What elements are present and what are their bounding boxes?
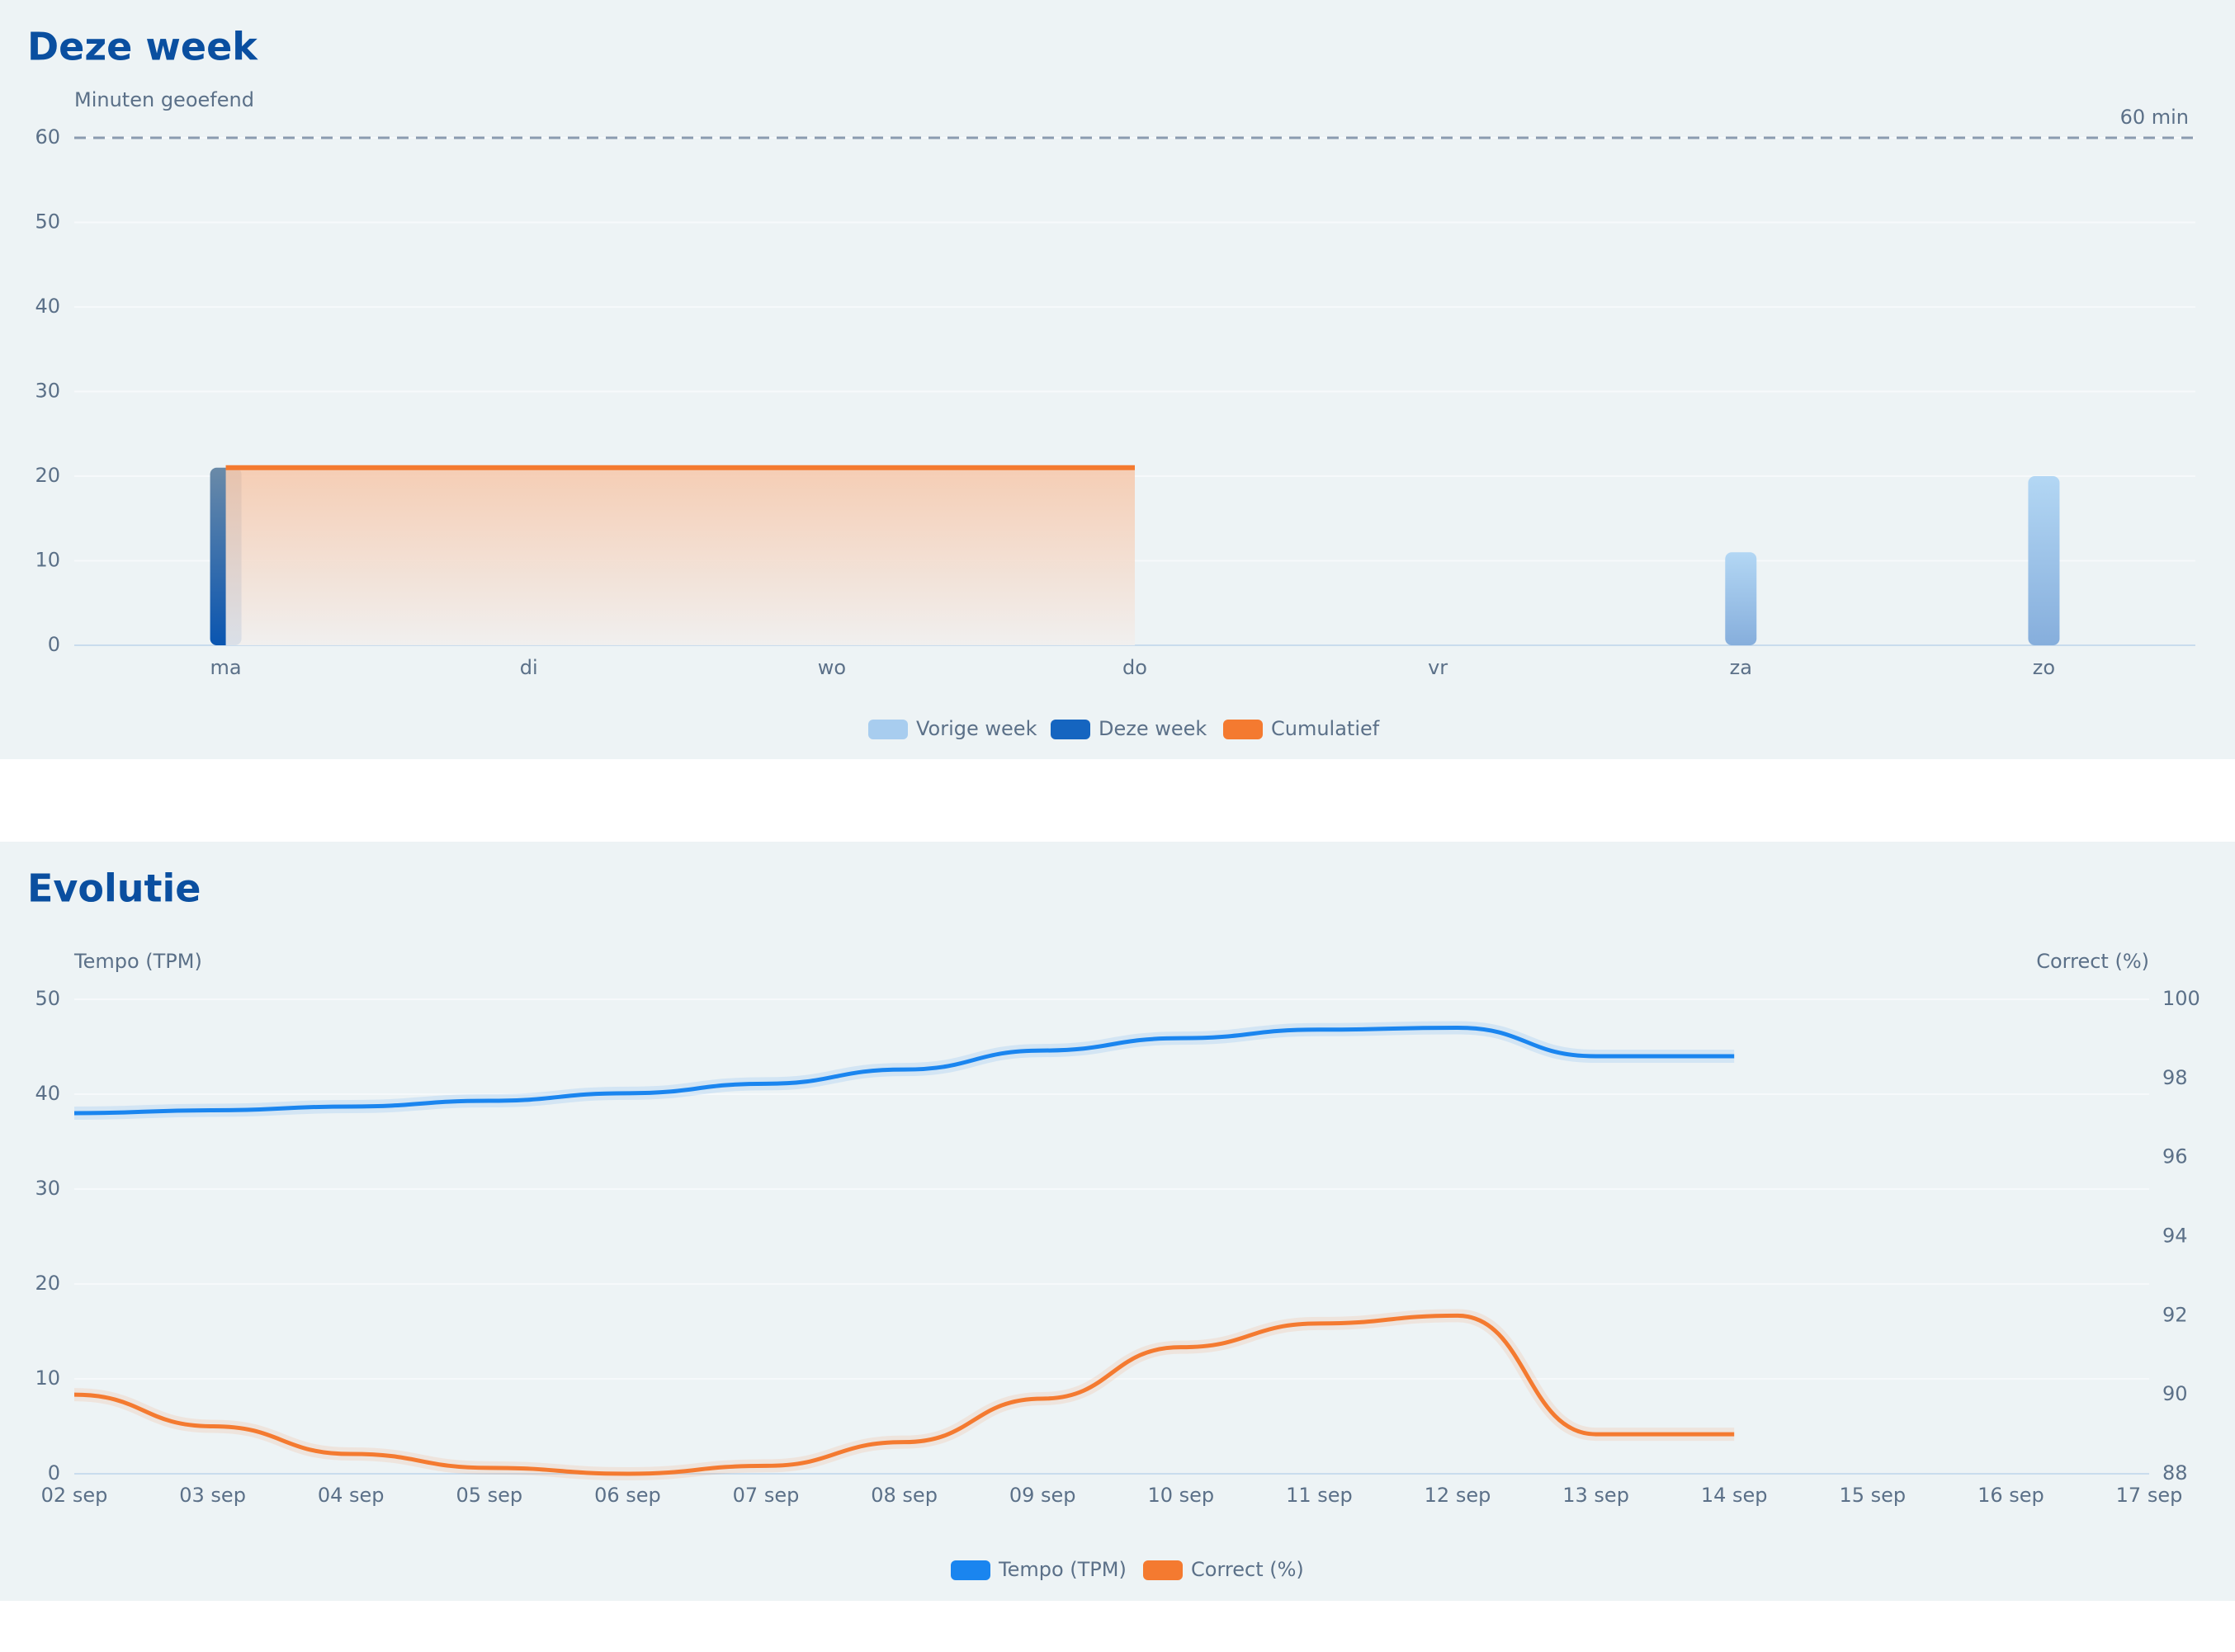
y-tick-label: 92 [2162,1303,2188,1326]
x-tick-label: 07 sep [733,1484,800,1507]
x-tick-label: 14 sep [1701,1484,1768,1507]
legend-label: Deze week [1099,717,1207,740]
bar [1725,552,1757,645]
y-tick-label: 90 [2162,1382,2188,1405]
y-tick-label: 0 [48,1461,60,1484]
x-tick-label: 15 sep [1839,1484,1906,1507]
x-tick-label: 06 sep [594,1484,661,1507]
x-tick-label: 16 sep [1977,1484,2044,1507]
legend-swatch [1051,720,1090,739]
x-tick-label: 12 sep [1425,1484,1491,1507]
panel-title: Deze week [27,25,258,69]
y-tick-label: 20 [35,464,60,487]
y-tick-label: 100 [2162,987,2200,1010]
x-tick-label: ma [210,656,242,679]
x-tick-label: 08 sep [871,1484,938,1507]
x-tick-label: 05 sep [456,1484,522,1507]
x-tick-label: do [1122,656,1147,679]
y-tick-label: 20 [35,1272,60,1295]
y-tick-label: 10 [35,549,60,572]
legend-swatch [1143,1560,1183,1580]
legend-swatch [951,1560,990,1580]
legend-swatch [868,720,908,739]
x-tick-label: za [1730,656,1752,679]
x-tick-label: 11 sep [1286,1484,1353,1507]
x-tick-label: 13 sep [1562,1484,1629,1507]
y-tick-label: 50 [35,987,60,1010]
cumulative-area [225,467,1136,645]
y-tick-label: 98 [2162,1066,2188,1089]
y-tick-label: 10 [35,1366,60,1390]
y-tick-label: 30 [35,1177,60,1200]
x-tick-label: 09 sep [1009,1484,1076,1507]
y-tick-label: 40 [35,1082,60,1105]
x-tick-label: 17 sep [2116,1484,2183,1507]
x-tick-label: wo [818,656,846,679]
x-tick-label: 03 sep [179,1484,246,1507]
axis-title: Correct (%) [2036,950,2149,973]
y-tick-label: 40 [35,295,60,318]
bar [2028,476,2060,645]
x-tick-label: zo [2033,656,2055,679]
y-tick-label: 0 [48,633,60,656]
y-tick-label: 30 [35,380,60,403]
legend-label: Tempo (TPM) [998,1558,1127,1581]
x-tick-label: 02 sep [41,1484,108,1507]
axis-title: Minuten geoefend [74,88,254,111]
legend-label: Correct (%) [1191,1558,1304,1581]
reference-label: 60 min [2120,106,2189,129]
x-tick-label: di [520,656,538,679]
x-tick-label: 10 sep [1147,1484,1214,1507]
y-tick-label: 88 [2162,1461,2188,1484]
legend-label: Cumulatief [1271,717,1380,740]
y-tick-label: 94 [2162,1225,2188,1248]
line [73,1313,1735,1476]
line [73,1025,1735,1116]
axis-title: Tempo (TPM) [73,950,202,973]
y-tick-label: 50 [35,210,60,234]
y-tick-label: 96 [2162,1145,2188,1168]
legend-label: Vorige week [916,717,1037,740]
x-tick-label: 04 sep [318,1484,385,1507]
x-tick-label: vr [1428,656,1448,679]
panel-title: Evolutie [27,866,201,911]
y-tick-label: 60 [35,125,60,149]
legend-swatch [1223,720,1263,739]
